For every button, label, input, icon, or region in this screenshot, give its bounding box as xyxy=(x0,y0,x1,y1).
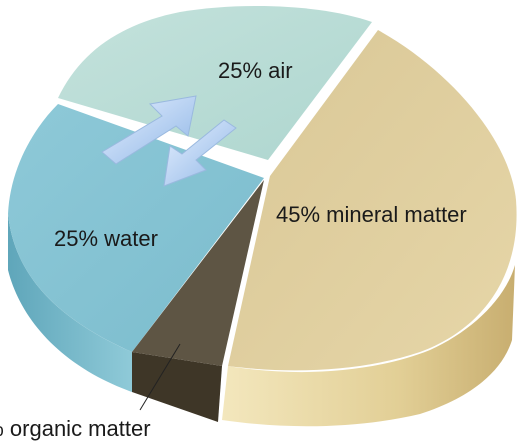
label-mineral: 45% mineral matter xyxy=(276,202,467,227)
label-air: 25% air xyxy=(218,58,293,83)
arrow-down-icon xyxy=(163,119,237,187)
slice-air xyxy=(58,6,372,161)
organic-leader-line xyxy=(139,343,181,411)
slice-mineral xyxy=(228,30,517,371)
slice-organic xyxy=(132,180,264,366)
arrow-up-icon xyxy=(101,95,197,165)
mineral-side xyxy=(222,265,515,427)
water-side xyxy=(8,214,132,392)
organic-side xyxy=(132,352,222,422)
exchange-arrows xyxy=(101,95,237,187)
label-organic: 5% organic matter xyxy=(0,416,151,441)
label-water: 25% water xyxy=(54,226,158,251)
